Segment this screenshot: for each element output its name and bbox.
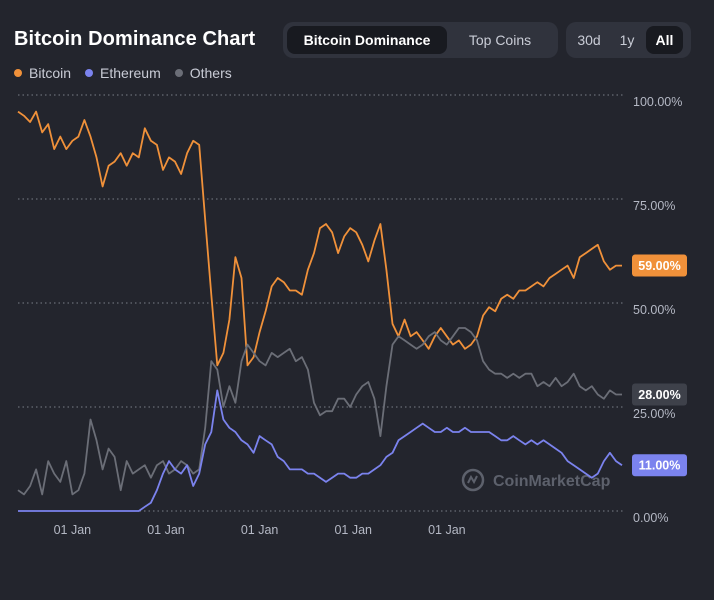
- others-legend-dot-icon: [174, 69, 183, 77]
- y-tick-label: 0.00%: [633, 511, 668, 525]
- tag-background: [632, 254, 687, 277]
- ethereum-legend-dot-icon: [85, 69, 94, 77]
- range-30d-button[interactable]: 30d: [570, 26, 608, 54]
- tag-background: [632, 454, 687, 477]
- last-value-tag-ethereum: 11.00%: [632, 454, 687, 477]
- legend-item-others[interactable]: Others: [174, 65, 232, 81]
- y-axis-ticks: 100.00% 75.00% 50.00% 25.00% 0.00%: [633, 95, 682, 525]
- page-title: Bitcoin Dominance Chart: [14, 28, 256, 50]
- legend-label-bitcoin: Bitcoin: [29, 65, 72, 81]
- range-all-button[interactable]: All: [646, 26, 683, 54]
- legend-label-others: Others: [189, 65, 232, 81]
- tag-value: 59.00%: [638, 259, 680, 273]
- tag-background: [632, 383, 687, 406]
- x-tick-label: 01 Jan: [54, 523, 92, 537]
- legend-item-bitcoin[interactable]: Bitcoin: [14, 65, 71, 81]
- chart-gridlines: [18, 94, 624, 512]
- time-range-toggle: 30d 1y All: [566, 22, 691, 58]
- series-line-bitcoin: [17, 110, 622, 367]
- last-value-tags: 59.00% 28.00% 11.00%: [632, 254, 687, 477]
- last-value-tag-others: 28.00%: [632, 383, 687, 406]
- x-tick-label: 01 Jan: [147, 523, 185, 537]
- x-tick-label: 01 Jan: [241, 523, 279, 537]
- watermark: CoinMarketCap: [461, 468, 611, 492]
- top-coins-tab[interactable]: Top Coins: [447, 26, 553, 54]
- y-tick-label: 50.00%: [633, 303, 675, 317]
- tag-value: 28.00%: [638, 388, 680, 402]
- chart-legend: Bitcoin Ethereum Others: [14, 65, 232, 81]
- coinmarketcap-logo-icon: [461, 468, 485, 492]
- y-tick-label: 75.00%: [633, 199, 675, 213]
- chart-series: [17, 110, 623, 512]
- legend-label-ethereum: Ethereum: [100, 65, 161, 81]
- range-1y-button[interactable]: 1y: [608, 26, 646, 54]
- watermark-text: CoinMarketCap: [493, 473, 611, 490]
- tag-value: 11.00%: [639, 459, 681, 473]
- series-line-ethereum: [18, 389, 623, 512]
- bitcoin-legend-dot-icon: [14, 69, 22, 77]
- x-tick-label: 01 Jan: [334, 523, 372, 537]
- series-line-others: [17, 327, 622, 496]
- y-tick-label: 100.00%: [633, 95, 682, 109]
- last-value-tag-bitcoin: 59.00%: [632, 254, 687, 277]
- chart-type-toggle: Bitcoin Dominance Top Coins: [283, 22, 558, 58]
- bitcoin-dominance-tab[interactable]: Bitcoin Dominance: [287, 26, 447, 54]
- y-tick-label: 25.00%: [633, 407, 675, 421]
- x-axis-ticks: 01 Jan 01 Jan 01 Jan 01 Jan 01 Jan: [54, 523, 466, 537]
- legend-item-ethereum[interactable]: Ethereum: [85, 65, 161, 81]
- x-tick-label: 01 Jan: [428, 523, 466, 537]
- coinmarketcap-logo-mark: [467, 474, 478, 485]
